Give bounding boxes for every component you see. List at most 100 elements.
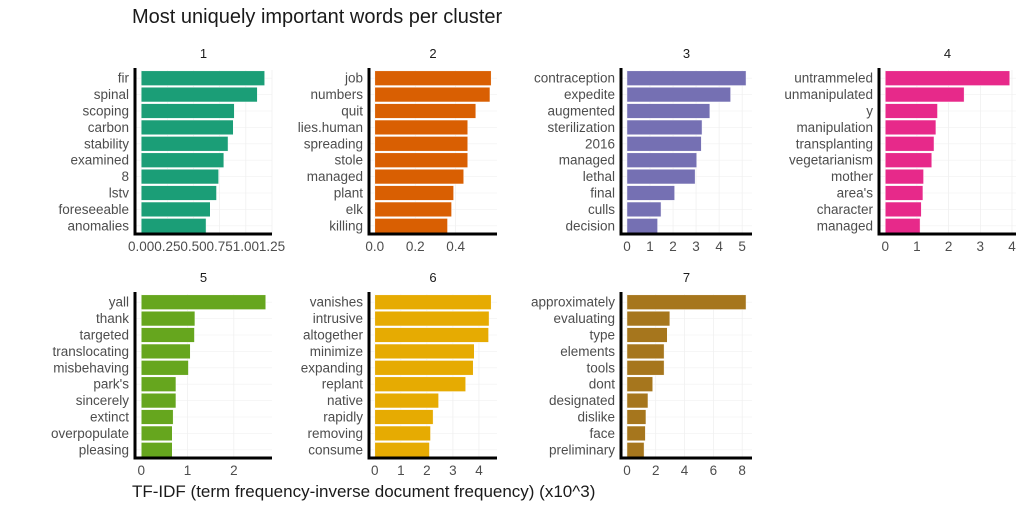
bar-evaluating bbox=[626, 310, 671, 327]
tick-label: 0.00 bbox=[128, 239, 154, 254]
bar-tools bbox=[626, 360, 665, 376]
tick-label: 0.50 bbox=[180, 239, 206, 254]
category-label: translocating bbox=[52, 344, 129, 359]
bar-mother bbox=[884, 168, 924, 185]
tick-label: 2 bbox=[423, 463, 431, 478]
tick-label: 2 bbox=[652, 463, 660, 478]
bar-manipulation bbox=[884, 119, 937, 136]
tick-label: 5 bbox=[738, 239, 746, 254]
x-axis-label: TF-IDF (term frequency-inverse document … bbox=[132, 482, 596, 501]
category-label: overpopulate bbox=[51, 426, 129, 441]
category-label: park's bbox=[93, 377, 129, 392]
bar-misbehaving bbox=[140, 360, 189, 376]
category-label: managed bbox=[559, 153, 615, 168]
bar-untrammeled bbox=[884, 70, 1011, 86]
tick-label: 0 bbox=[371, 463, 379, 478]
category-label: vegetarianism bbox=[789, 153, 873, 168]
bar-scoping bbox=[140, 103, 235, 119]
category-label: stole bbox=[334, 153, 363, 168]
category-label: untrammeled bbox=[794, 71, 873, 86]
category-label: yall bbox=[109, 295, 129, 310]
tick-label: 0.4 bbox=[446, 239, 465, 254]
category-label: altogether bbox=[303, 328, 364, 343]
category-label: sterilization bbox=[547, 120, 615, 135]
category-label: preliminary bbox=[549, 442, 615, 457]
bar-vanishes bbox=[374, 294, 492, 310]
bar-plant bbox=[374, 185, 454, 201]
bar-numbers bbox=[374, 86, 491, 103]
facet-label: 5 bbox=[200, 270, 207, 285]
bar-approximately bbox=[626, 294, 747, 310]
bar-culls bbox=[626, 201, 662, 218]
tick-label: 0 bbox=[623, 463, 631, 478]
category-label: dislike bbox=[577, 410, 615, 425]
bar-expanding bbox=[374, 360, 474, 376]
bar-quit bbox=[374, 103, 477, 119]
category-label: expanding bbox=[301, 360, 363, 375]
bar-final bbox=[626, 185, 675, 201]
category-label: killing bbox=[329, 218, 363, 233]
bar-2016 bbox=[626, 136, 702, 152]
category-label: fir bbox=[118, 71, 130, 86]
bar-examined bbox=[140, 152, 225, 168]
category-label: type bbox=[589, 328, 615, 343]
bar-managed bbox=[626, 152, 698, 168]
chart-title: Most uniquely important words per cluste… bbox=[132, 6, 503, 28]
bar-targeted bbox=[140, 327, 195, 343]
bar-unmanipulated bbox=[884, 86, 965, 103]
category-label: final bbox=[590, 186, 615, 201]
category-label: managed bbox=[817, 218, 873, 233]
tick-label: 3 bbox=[692, 239, 700, 254]
category-label: designated bbox=[549, 393, 615, 408]
tick-label: 0.0 bbox=[365, 239, 384, 254]
bar-replant bbox=[374, 376, 466, 392]
tick-label: 0.25 bbox=[154, 239, 180, 254]
category-label: manipulation bbox=[796, 120, 873, 135]
bar-stability bbox=[140, 136, 229, 152]
category-label: lies.human bbox=[298, 120, 363, 135]
category-label: rapidly bbox=[323, 410, 363, 425]
category-label: scoping bbox=[82, 104, 129, 119]
bar-contraception bbox=[626, 70, 747, 86]
category-label: 2016 bbox=[585, 136, 615, 151]
bar-translocating bbox=[140, 343, 191, 360]
bar-rapidly bbox=[374, 409, 434, 425]
bar-managed bbox=[374, 168, 464, 185]
category-label: tools bbox=[586, 360, 615, 375]
bar-spinal bbox=[140, 86, 258, 103]
category-label: elk bbox=[346, 202, 364, 217]
bar-altogether bbox=[374, 327, 489, 343]
bar-thank bbox=[140, 310, 196, 327]
category-label: carbon bbox=[88, 120, 129, 135]
category-label: examined bbox=[70, 153, 129, 168]
category-label: targeted bbox=[79, 328, 129, 343]
category-label: consume bbox=[308, 442, 363, 457]
category-label: mother bbox=[831, 169, 874, 184]
category-label: character bbox=[817, 202, 874, 217]
category-label: minimize bbox=[310, 344, 363, 359]
category-label: extinct bbox=[90, 410, 129, 425]
bar-area's bbox=[884, 185, 924, 201]
category-label: augmented bbox=[547, 104, 615, 119]
category-label: anomalies bbox=[67, 218, 129, 233]
bar-preliminary bbox=[626, 442, 645, 458]
bar-character bbox=[884, 201, 922, 218]
category-label: replant bbox=[322, 377, 364, 392]
facet-label: 4 bbox=[944, 46, 951, 61]
bar-native bbox=[374, 392, 439, 409]
bar-killing bbox=[374, 218, 448, 234]
bar-lethal bbox=[626, 168, 696, 185]
category-label: culls bbox=[588, 202, 615, 217]
category-label: spinal bbox=[94, 87, 129, 102]
tick-label: 2 bbox=[669, 239, 677, 254]
bar-augmented bbox=[626, 103, 711, 119]
bar-yall bbox=[140, 294, 267, 310]
category-label: native bbox=[327, 393, 363, 408]
